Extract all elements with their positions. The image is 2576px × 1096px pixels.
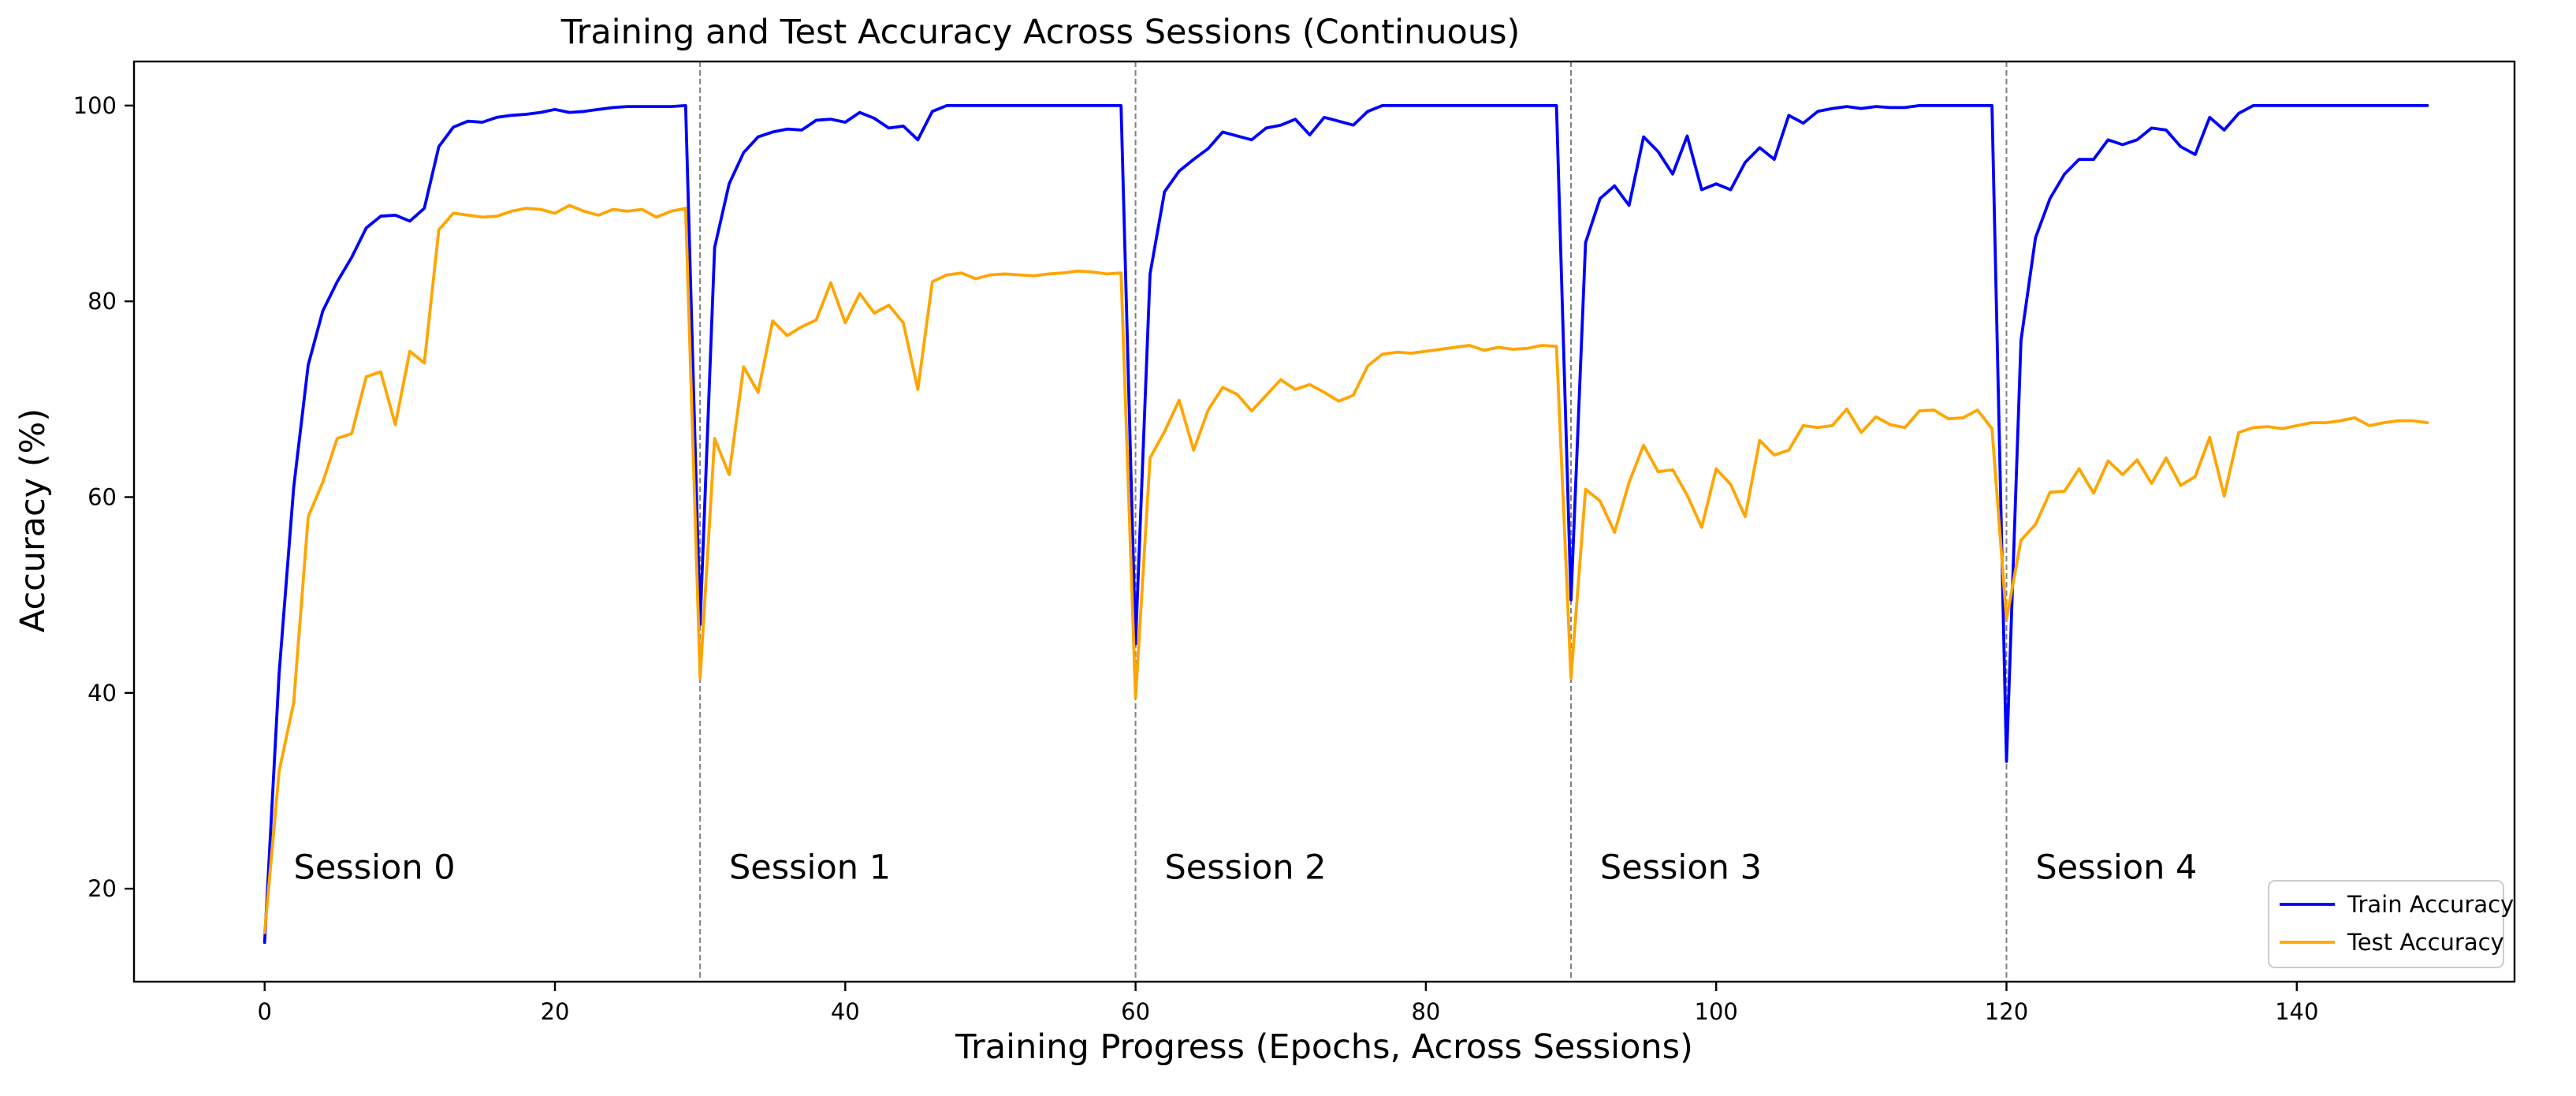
legend: Train Accuracy Test Accuracy	[2268, 880, 2514, 968]
x-tick-label-4: 80	[1411, 998, 1440, 1025]
series-line-0	[262, 103, 2429, 945]
session-boundaries	[699, 62, 2008, 982]
chart-title: Training and Test Accuracy Across Sessio…	[560, 13, 1521, 52]
x-tick-label-6: 120	[1985, 998, 2028, 1025]
legend-label-1: Test Accuracy	[2347, 929, 2504, 956]
legend-label-0: Train Accuracy	[2347, 891, 2514, 918]
y-tick-label-1: 40	[87, 680, 117, 706]
session-label-4: Session 4	[2035, 848, 2197, 888]
y-tick-label-2: 60	[87, 483, 117, 510]
y-tick-label-4: 100	[73, 92, 117, 119]
x-tick-label-2: 40	[831, 998, 860, 1025]
y-tick-label-0: 20	[87, 875, 117, 902]
series-line-1	[262, 203, 2429, 934]
x-tick-label-0: 0	[258, 998, 272, 1025]
session-label-3: Session 3	[1600, 848, 1762, 888]
session-labels: Session 0 Session 1 Session 2 Session 3 Sess…	[294, 848, 2198, 888]
x-tick-label-5: 100	[1695, 998, 1738, 1025]
session-label-2: Session 2	[1164, 848, 1326, 888]
plot-frame	[132, 60, 2516, 983]
x-axis-ticks: 0 20 40 60 80 100 120 140	[258, 982, 2318, 1025]
session-label-1: Session 1	[729, 848, 891, 888]
x-axis-label: Training Progress (Epochs, Across Sessio…	[955, 1027, 1693, 1067]
y-axis-label: Accuracy (%)	[13, 408, 53, 632]
x-tick-label-7: 140	[2275, 998, 2318, 1025]
legend-box	[2268, 880, 2504, 968]
session-label-0: Session 0	[294, 848, 456, 888]
x-tick-label-1: 20	[541, 998, 570, 1025]
y-axis-ticks: 20 40 60 80 100	[73, 92, 134, 902]
x-tick-label-3: 60	[1121, 998, 1150, 1025]
series-layer	[262, 103, 2429, 945]
y-tick-label-3: 80	[87, 288, 117, 315]
